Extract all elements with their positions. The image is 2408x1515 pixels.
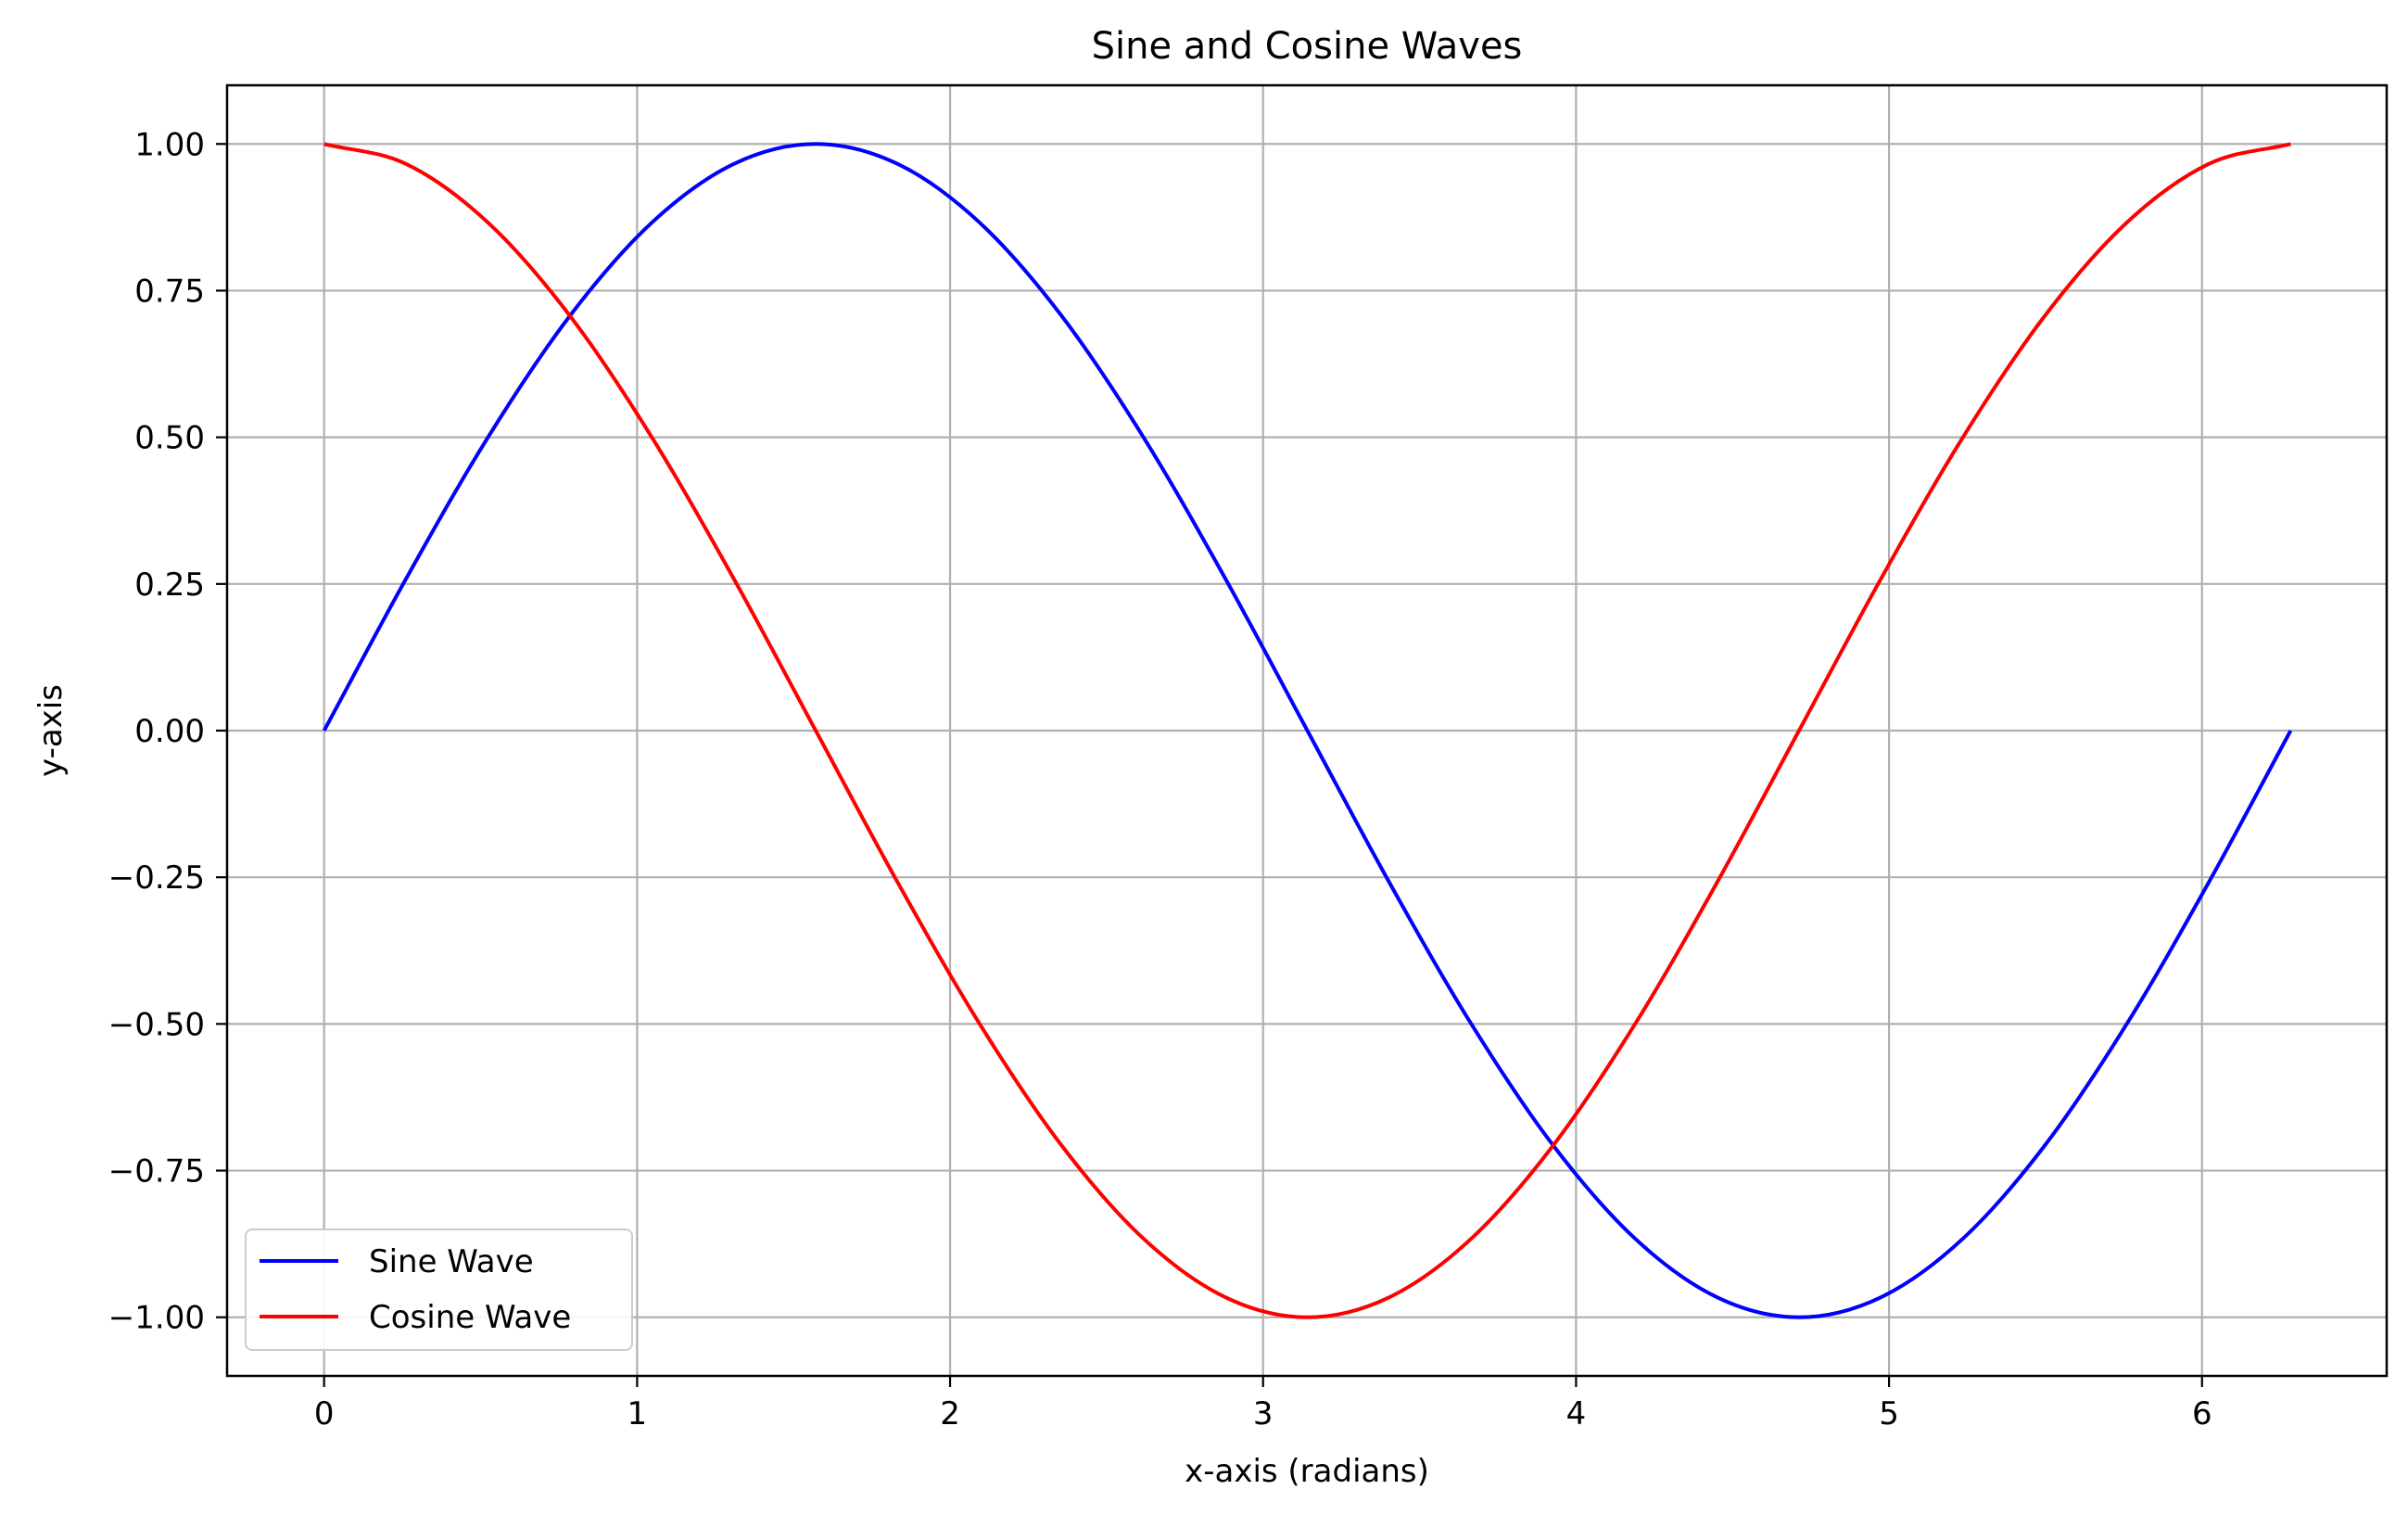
y-tick-label: 0.25 <box>134 567 205 604</box>
x-tick-label: 2 <box>940 1395 960 1432</box>
y-axis-label: y-axis <box>32 684 70 777</box>
y-tick-label: 0.00 <box>134 713 205 750</box>
series-line-sine-wave <box>322 142 2293 1319</box>
x-tick-label: 5 <box>1879 1395 1899 1432</box>
y-tick-label: 0.50 <box>134 420 205 457</box>
grid-lines <box>227 85 2387 1376</box>
legend: Sine Wave Cosine Wave <box>245 1229 633 1351</box>
x-axis-label: x-axis (radians) <box>1185 1453 1429 1490</box>
x-tick-label: 6 <box>2192 1395 2212 1432</box>
y-tick-label: −0.50 <box>108 1006 205 1043</box>
legend-label-cosine-wave: Cosine Wave <box>369 1299 571 1336</box>
y-axis-ticks: 1.00 0.75 0.50 0.25 0.00 −0.25 −0.50 −0.75 −1.00 <box>108 126 227 1337</box>
legend-label-sine-wave: Sine Wave <box>369 1243 534 1280</box>
x-axis-ticks: 0 1 2 3 4 5 6 <box>314 1376 2212 1432</box>
x-tick-label: 3 <box>1253 1395 1274 1432</box>
chart-title: Sine and Cosine Waves <box>1092 25 1523 68</box>
series-lines <box>322 142 2293 1319</box>
x-tick-label: 0 <box>314 1395 335 1432</box>
y-tick-label: 1.00 <box>134 126 205 163</box>
x-tick-label: 4 <box>1566 1395 1587 1432</box>
x-tick-label: 1 <box>627 1395 648 1432</box>
legend-box <box>245 1229 633 1351</box>
y-tick-label: −0.75 <box>108 1153 205 1190</box>
y-tick-label: 0.75 <box>134 273 205 310</box>
y-tick-label: −1.00 <box>108 1300 205 1337</box>
y-tick-label: −0.25 <box>108 859 205 897</box>
series-line-cosine-wave <box>323 142 2291 1319</box>
